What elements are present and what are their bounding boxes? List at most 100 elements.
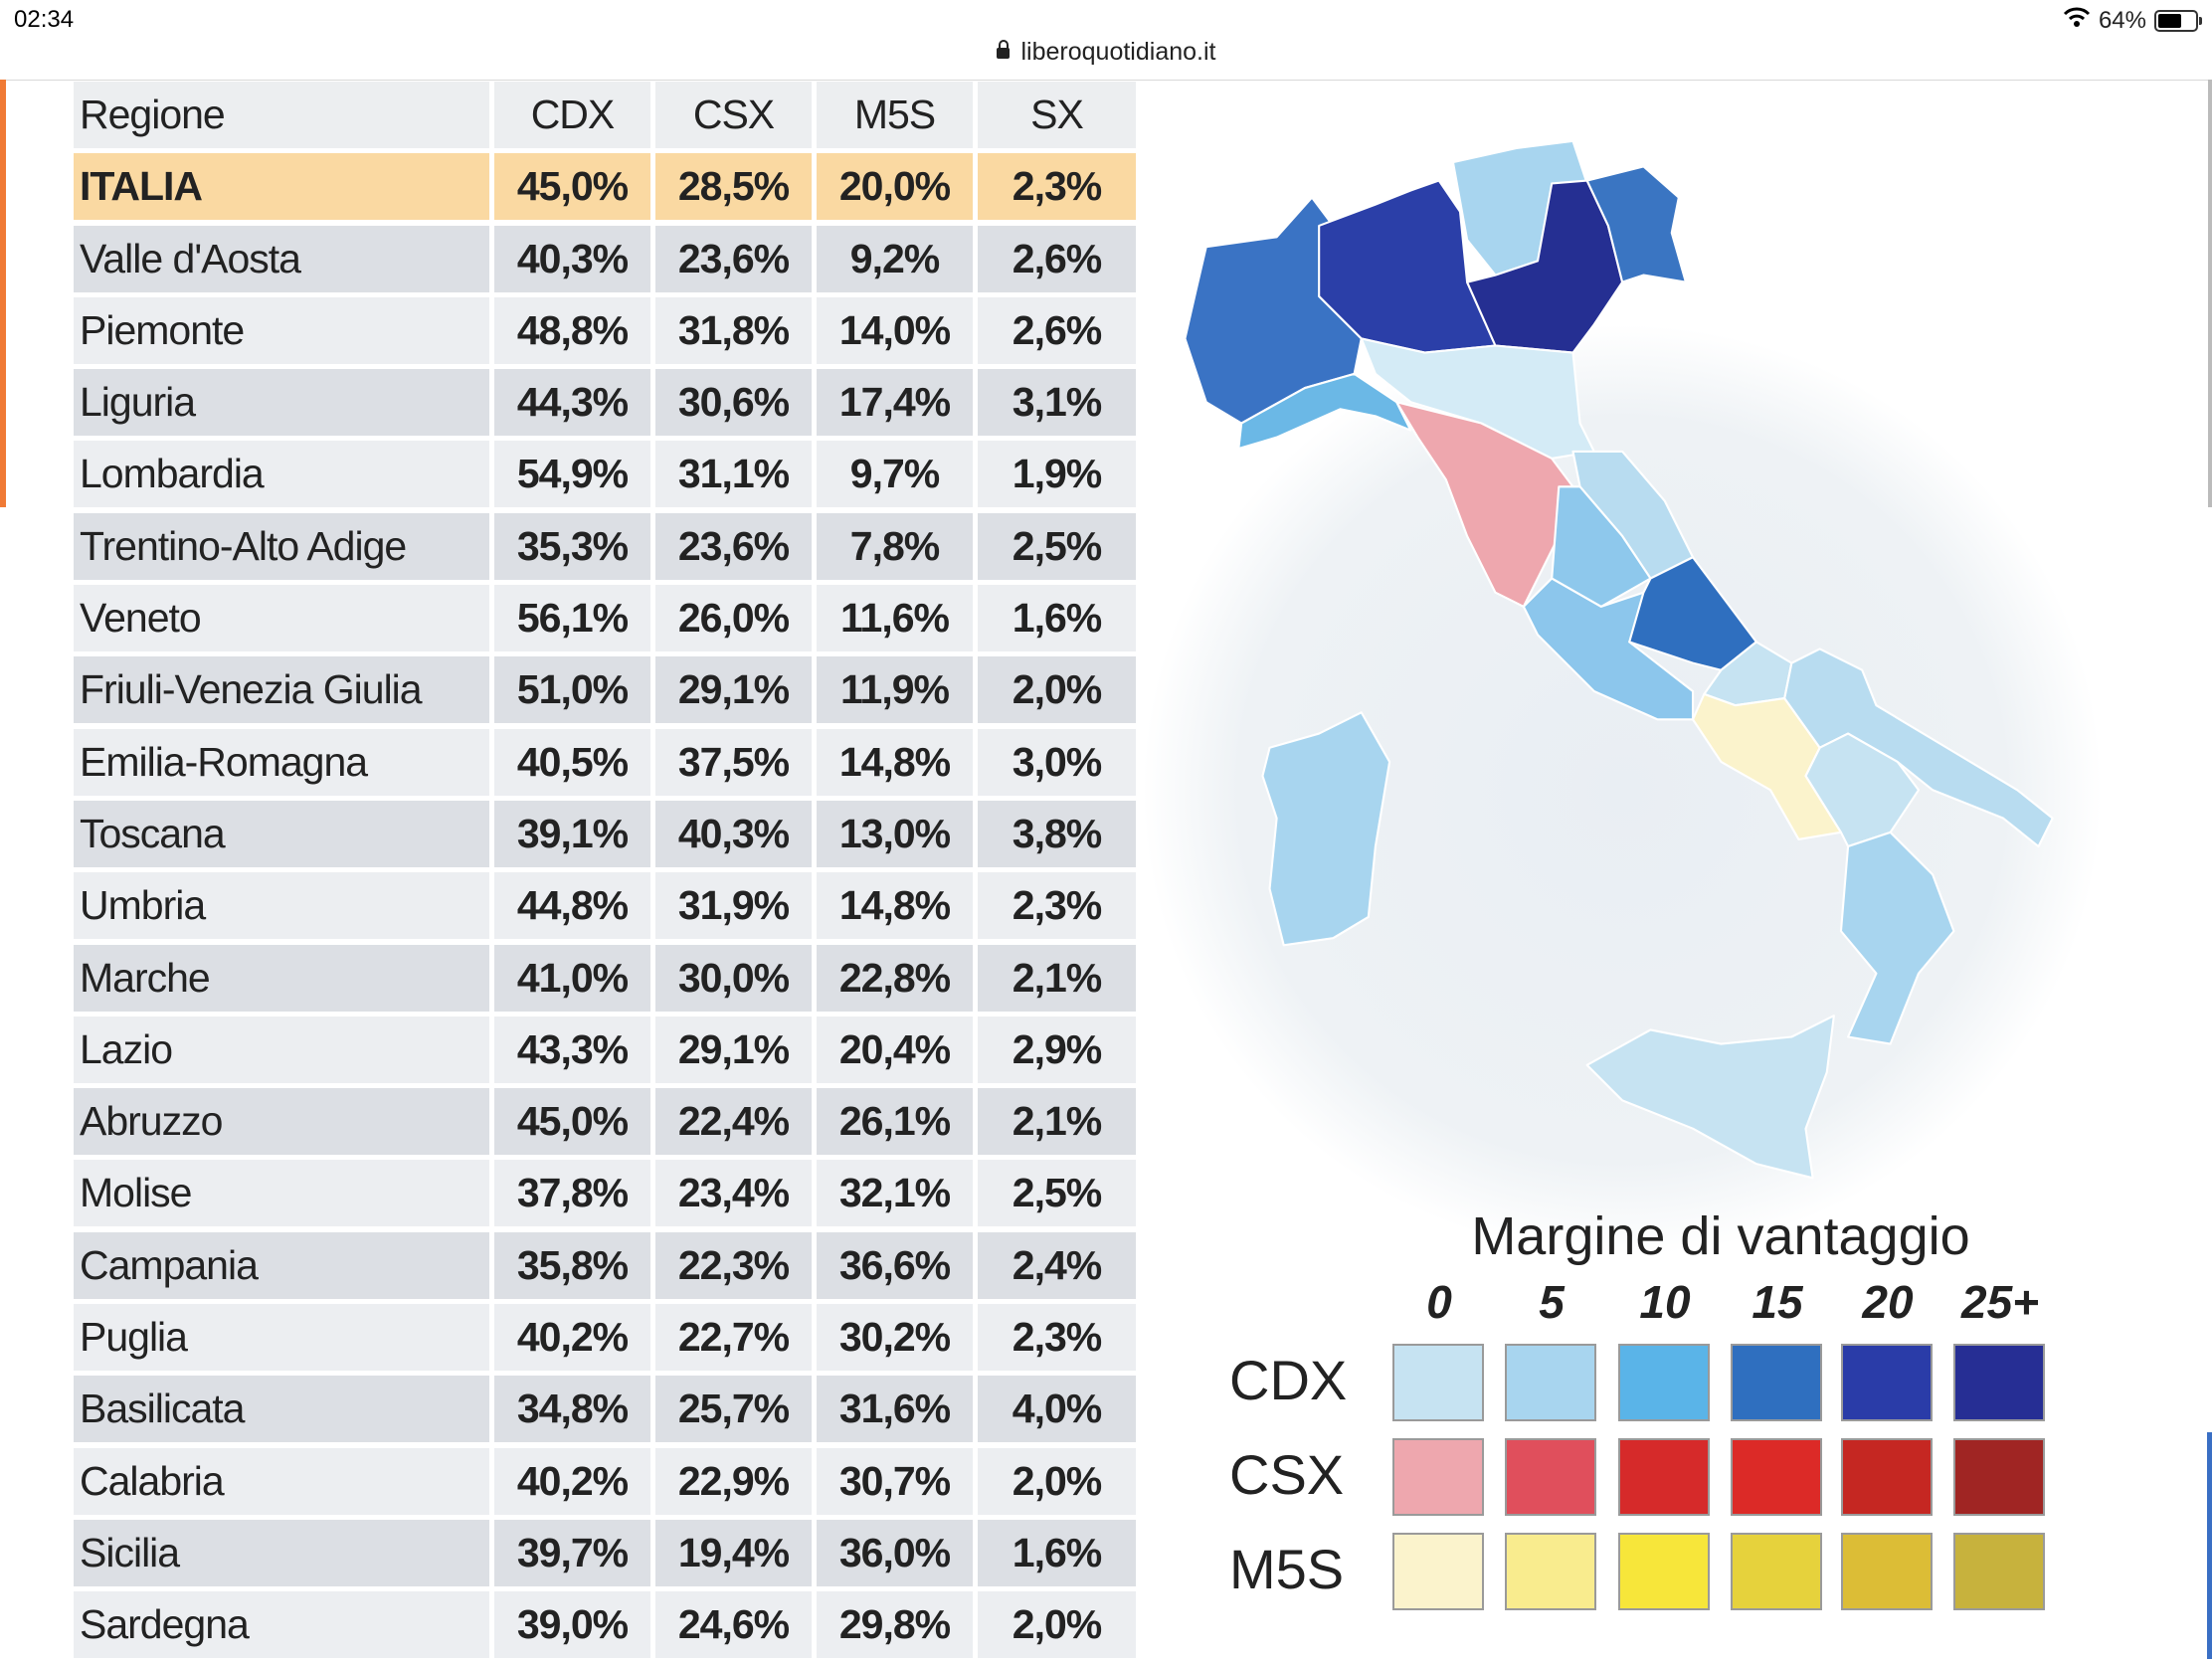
lock-icon [996,40,1010,59]
table-row-italia: ITALIA 45,0% 28,5% 20,0% 2,3% [74,153,1141,221]
cell-sx: 1,6% [978,585,1136,652]
header-cdx: CDX [494,82,650,148]
header-m5s: M5S [817,82,973,148]
table-row: Molise 37,8% 23,4% 32,1% 2,5% [74,1160,1141,1227]
cell-sx: 2,9% [978,1016,1136,1083]
cell-m5s: 9,7% [817,441,973,508]
cell-region: Piemonte [74,296,489,364]
cell-region: Calabria [74,1447,489,1515]
cell-cdx: 45,0% [494,153,650,221]
cell-region: Puglia [74,1304,489,1372]
table-row: Emilia-Romagna 40,5% 37,5% 14,8% 3,0% [74,728,1141,796]
results-table: Regione CDX CSX M5S SX ITALIA 45,0% 28,5% 2… [74,82,1141,1664]
cell-sx: 1,6% [978,1519,1136,1586]
region-toscana [1395,401,1574,608]
legend-row-label: M5S [1229,1538,1345,1600]
legend-swatch [1841,1344,1933,1421]
cell-csx: 19,4% [655,1519,812,1586]
table-row: Liguria 44,3% 30,6% 17,4% 3,1% [74,369,1141,437]
cell-sx: 3,1% [978,369,1136,437]
legend-swatch [1618,1533,1710,1610]
cell-m5s: 14,8% [817,728,973,796]
legend-swatch [1505,1533,1596,1610]
table-row: Toscana 39,1% 40,3% 13,0% 3,8% [74,800,1141,867]
clock: 02:34 [14,6,75,33]
table-header: Regione CDX CSX M5S SX [74,82,1141,148]
cell-csx: 37,5% [655,728,812,796]
legend-scale-label: 5 [1539,1276,1565,1328]
cell-region: Toscana [74,800,489,867]
cell-sx: 3,8% [978,800,1136,867]
table-row: Lombardia 54,9% 31,1% 9,7% 1,9% [74,441,1141,508]
legend-scale-label: 0 [1426,1276,1452,1328]
cell-cdx: 44,8% [494,872,650,940]
region-sardegna [1261,711,1391,947]
cell-region: ITALIA [74,153,489,221]
cell-m5s: 31,6% [817,1376,973,1443]
cell-csx: 22,3% [655,1231,812,1299]
legend-swatch [1618,1344,1710,1421]
browser-status-bar: 02:34 liberoquotidiano.it 64% [0,0,2212,81]
cell-m5s: 14,0% [817,296,973,364]
battery-icon [2154,9,2202,32]
cell-csx: 30,0% [655,944,812,1012]
region-lazio [1522,577,1695,721]
scrollbar[interactable] [2208,80,2212,507]
cell-m5s: 20,0% [817,153,973,221]
table-row: Abruzzo 45,0% 22,4% 26,1% 2,1% [74,1088,1141,1156]
cell-csx: 22,9% [655,1447,812,1515]
wifi-icon [2063,6,2091,35]
cell-csx: 30,6% [655,369,812,437]
region-calabria [1839,831,1955,1045]
legend-swatch [1505,1438,1596,1516]
cell-m5s: 26,1% [817,1088,973,1156]
cell-cdx: 39,0% [494,1591,650,1659]
cell-sx: 1,9% [978,441,1136,508]
cell-csx: 31,1% [655,441,812,508]
header-csx: CSX [655,82,812,148]
cell-csx: 29,1% [655,656,812,724]
table-row: Piemonte 48,8% 31,8% 14,0% 2,6% [74,296,1141,364]
header-sx: SX [978,82,1136,148]
page-edge-accent [0,80,6,507]
cell-region: Friuli-Venezia Giulia [74,656,489,724]
header-regione: Regione [74,82,489,148]
cell-region: Abruzzo [74,1088,489,1156]
cell-cdx: 43,3% [494,1016,650,1083]
cell-cdx: 51,0% [494,656,650,724]
cell-sx: 2,0% [978,1591,1136,1659]
battery-fill [2158,13,2182,28]
cell-region: Umbria [74,872,489,940]
cell-csx: 29,1% [655,1016,812,1083]
legend-scale-label: 10 [1639,1276,1691,1328]
cell-sx: 2,0% [978,1447,1136,1515]
cell-m5s: 30,7% [817,1447,973,1515]
cell-cdx: 37,8% [494,1160,650,1227]
status-icons: 64% [2063,6,2202,35]
cell-m5s: 11,6% [817,585,973,652]
cell-region: Liguria [74,369,489,437]
cell-sx: 2,4% [978,1231,1136,1299]
cell-sx: 2,5% [978,1160,1136,1227]
cell-m5s: 9,2% [817,225,973,292]
cell-csx: 22,4% [655,1088,812,1156]
cell-cdx: 54,9% [494,441,650,508]
cell-csx: 31,8% [655,296,812,364]
legend-title: Margine di vantaggio [1471,1206,1970,1266]
cell-sx: 3,0% [978,728,1136,796]
legend-row-label: CDX [1229,1349,1348,1411]
cell-sx: 2,5% [978,512,1136,580]
cell-m5s: 36,6% [817,1231,973,1299]
cell-region: Basilicata [74,1376,489,1443]
legend-swatch [1953,1438,2045,1516]
table-row: Marche 41,0% 30,0% 22,8% 2,1% [74,944,1141,1012]
table-row: Sicilia 39,7% 19,4% 36,0% 1,6% [74,1519,1141,1586]
cell-m5s: 7,8% [817,512,973,580]
cell-sx: 2,1% [978,1088,1136,1156]
legend-scale-label: 25+ [1960,1276,2040,1328]
cell-region: Campania [74,1231,489,1299]
address-bar[interactable]: liberoquotidiano.it [0,38,2212,67]
legend-swatch [1953,1533,2045,1610]
cell-cdx: 39,1% [494,800,650,867]
